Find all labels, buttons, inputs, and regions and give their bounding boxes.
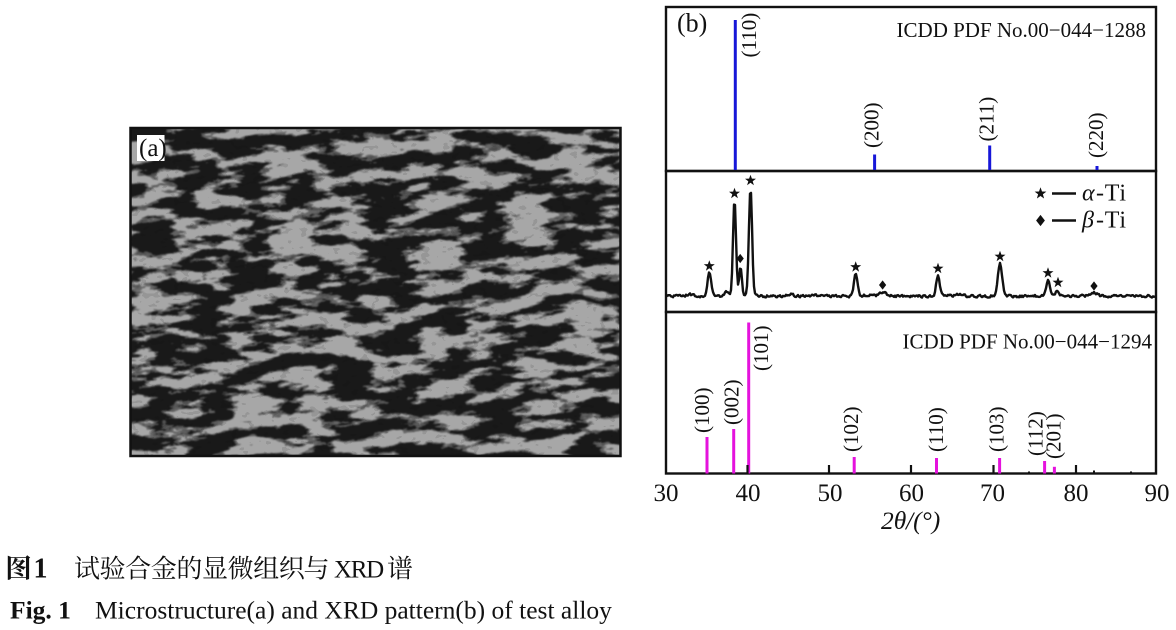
- svg-text:30: 30: [654, 480, 679, 507]
- svg-text:(201): (201): [1042, 414, 1066, 460]
- svg-text:(211): (211): [975, 97, 999, 142]
- svg-text:80: 80: [1064, 480, 1089, 507]
- svg-text:(002): (002): [720, 380, 744, 426]
- svg-text:(102): (102): [839, 407, 863, 453]
- svg-text:(b): (b): [677, 9, 707, 38]
- svg-text:60: 60: [899, 480, 924, 507]
- svg-text:(100): (100): [690, 388, 714, 434]
- svg-text:Fig. 1: Fig. 1: [10, 595, 71, 624]
- svg-text:-Ti: -Ti: [1096, 181, 1127, 207]
- svg-text:α: α: [1082, 181, 1095, 207]
- svg-text:/(°): /(°): [904, 506, 940, 535]
- svg-text:2θ: 2θ: [881, 506, 906, 535]
- svg-text:-Ti: -Ti: [1096, 208, 1127, 234]
- svg-text:(112): (112): [1024, 411, 1048, 456]
- svg-text:(220): (220): [1084, 113, 1108, 159]
- svg-text:90: 90: [1145, 480, 1170, 507]
- svg-text:(200): (200): [860, 103, 884, 149]
- svg-text:40: 40: [736, 480, 761, 507]
- svg-text:(103): (103): [985, 407, 1009, 453]
- svg-text:ICDD PDF No.00−044−1288: ICDD PDF No.00−044−1288: [897, 18, 1146, 42]
- svg-text:ICDD PDF No.00−044−1294: ICDD PDF No.00−044−1294: [903, 330, 1153, 354]
- svg-text:(101): (101): [749, 326, 773, 372]
- svg-text:Microstructure(a) and XRD patt: Microstructure(a) and XRD pattern(b) of …: [95, 595, 612, 624]
- svg-text:1: 1: [34, 554, 48, 585]
- svg-text:(110): (110): [737, 13, 761, 58]
- svg-text:50: 50: [818, 480, 843, 507]
- svg-text:β: β: [1081, 208, 1094, 234]
- svg-text:XRD: XRD: [334, 557, 384, 584]
- svg-text:70: 70: [980, 480, 1005, 507]
- svg-text:(110): (110): [924, 407, 948, 452]
- svg-text:(a): (a): [139, 135, 167, 162]
